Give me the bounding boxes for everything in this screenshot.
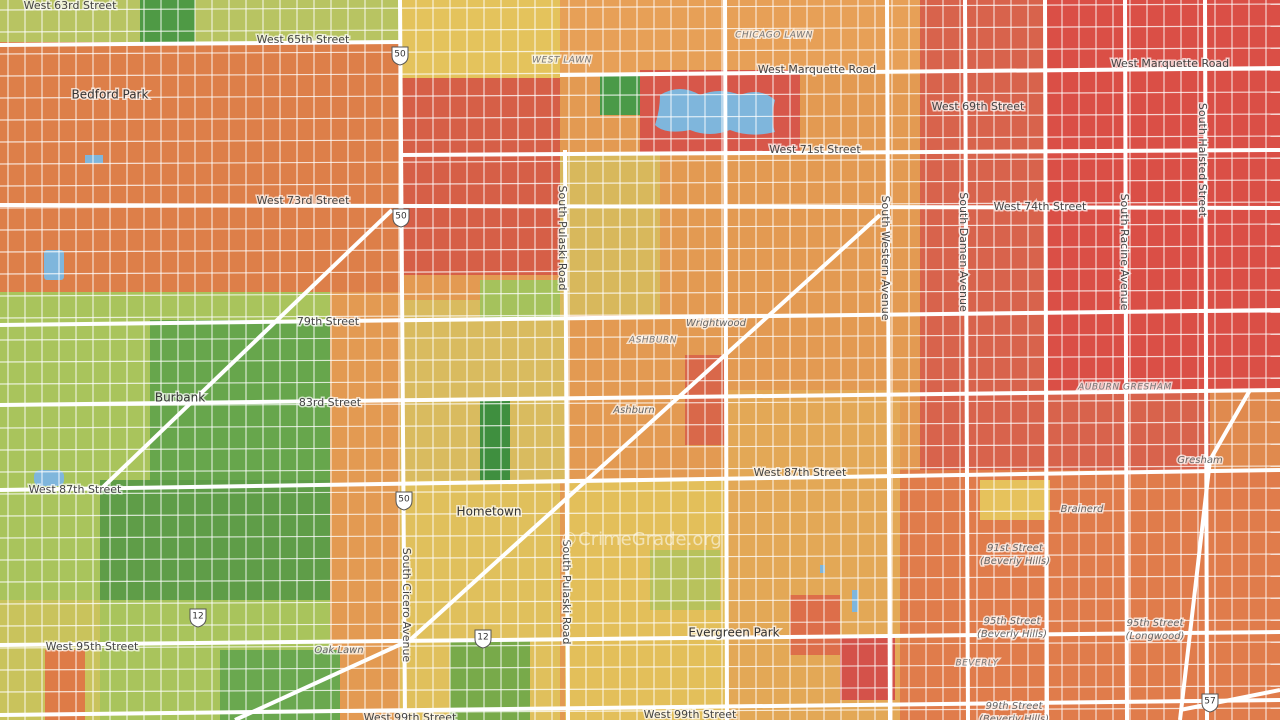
map-label: South Cicero Avenue [400, 548, 413, 663]
shield-icon [1201, 693, 1219, 713]
street [0, 399, 1280, 407]
map-label: South Pulaski Road [560, 540, 573, 645]
street [0, 113, 1280, 121]
street [0, 25, 1280, 33]
map-label: West Marquette Road [1111, 57, 1229, 70]
map-label: West 95th Street [46, 640, 139, 653]
map-label: Burbank [155, 391, 205, 405]
map-label: Bedford Park [72, 88, 149, 102]
street [0, 641, 1280, 649]
map-label: WEST LAWN [532, 56, 592, 66]
map-label: South Racine Avenue [1118, 194, 1131, 311]
shield-icon [474, 629, 492, 649]
street [0, 91, 1280, 99]
street [0, 3, 1280, 11]
shield-icon [392, 208, 410, 228]
street [0, 289, 1280, 297]
map-label: ASHBURN [628, 336, 677, 346]
map-label: Gresham [1177, 455, 1223, 466]
map-label: (Beverly Hills) [979, 714, 1049, 720]
map-label: AUBURN GRESHAM [1077, 383, 1172, 393]
map-label: 83rd Street [299, 396, 362, 409]
street [0, 157, 1280, 165]
map-label: 79th Street [297, 315, 360, 328]
map-label: West 99th Street [644, 708, 737, 720]
street [0, 685, 1280, 693]
map-label: Evergreen Park [688, 626, 779, 640]
street [0, 245, 1280, 253]
highway-shields: 50 50 50 12 12 57 [189, 46, 1219, 713]
street [0, 509, 1280, 517]
shield-icon [395, 491, 413, 511]
map-label: West 87th Street [29, 483, 122, 496]
shield-label: 57 [1204, 697, 1215, 707]
map-label: 91st Street [987, 543, 1044, 554]
map-label: 95th Street [1127, 618, 1185, 629]
shield-label: 12 [477, 633, 488, 643]
map-label: Brainerd [1061, 504, 1104, 515]
shield-label: 12 [192, 612, 203, 622]
shield-label: 50 [398, 495, 410, 505]
shield-icon [391, 46, 409, 66]
map-label: Wrightwood [686, 318, 747, 329]
map-label: South Halsted Street [1196, 103, 1209, 218]
map-label: West 74th Street [994, 200, 1087, 213]
map-label: 95th Street [984, 616, 1042, 627]
map-label: South Western Avenue [879, 196, 892, 321]
map-label: Hometown [457, 505, 522, 519]
map-label: South Pulaski Road [556, 186, 569, 291]
map-label: 99th Street [986, 701, 1044, 712]
shield-icon [189, 608, 207, 628]
street [0, 223, 1280, 231]
street [0, 47, 1280, 55]
map-label: West 71st Street [769, 143, 861, 156]
street [0, 267, 1280, 275]
street [0, 135, 1280, 143]
map-label: West 65th Street [257, 33, 350, 46]
map-label: West 69th Street [932, 100, 1025, 113]
street [0, 179, 1280, 187]
map-label: West 73rd Street [257, 194, 350, 207]
map-label: (Beverly Hills) [977, 629, 1047, 640]
street [0, 355, 1280, 363]
street [0, 663, 1280, 671]
map-label: West Marquette Road [758, 63, 876, 76]
street [0, 553, 1280, 561]
street [0, 619, 1280, 627]
map-label: West 99th Street [364, 711, 457, 720]
street [0, 421, 1280, 429]
map-label: Ashburn [612, 405, 655, 416]
map-label: Oak Lawn [314, 645, 363, 656]
map-label: (Longwood) [1126, 631, 1185, 642]
street [0, 465, 1280, 473]
street [0, 443, 1280, 451]
map-label: CHICAGO LAWN [735, 31, 813, 41]
shield-label: 50 [394, 50, 406, 60]
map-label: West 63rd Street [24, 0, 117, 12]
map-label: West 87th Street [754, 466, 847, 479]
street [0, 597, 1280, 605]
map-label: (Beverly Hills) [980, 556, 1050, 567]
map-label: South Damen Avenue [957, 192, 970, 312]
street [0, 333, 1280, 341]
street [0, 487, 1280, 495]
labels: West 63rd Street West 65th Street Bedford … [22, 0, 1231, 720]
shield-label: 50 [395, 212, 407, 222]
watermark: ©CrimeGrade.org [560, 529, 722, 550]
street [0, 575, 1280, 583]
street [0, 531, 1280, 539]
map-label: BEVERLY [955, 659, 999, 669]
